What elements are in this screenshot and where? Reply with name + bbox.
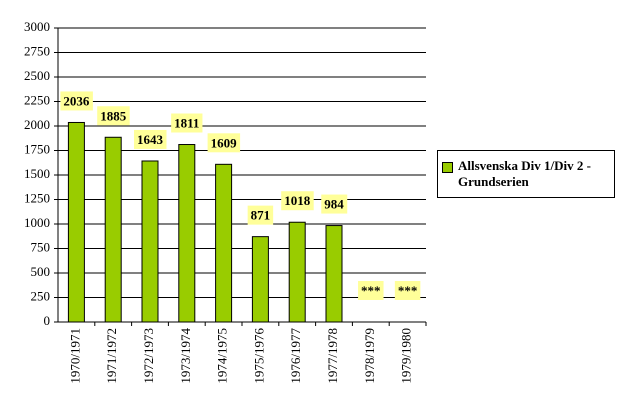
legend: Allsvenska Div 1/Div 2 - Grundserien bbox=[437, 150, 615, 198]
bar bbox=[178, 144, 196, 323]
data-label: *** bbox=[361, 283, 381, 298]
y-tick-label: 2000 bbox=[24, 117, 50, 132]
data-label-bg bbox=[358, 280, 384, 300]
data-label-bg bbox=[281, 191, 314, 211]
y-tick-label: 2250 bbox=[24, 92, 50, 107]
bar bbox=[67, 121, 85, 323]
x-tick-label: 1977/1978 bbox=[325, 328, 340, 384]
bar bbox=[325, 225, 343, 323]
bar bbox=[251, 236, 269, 323]
y-tick-label: 250 bbox=[31, 288, 51, 303]
data-label-bg bbox=[60, 91, 93, 111]
data-label: 1643 bbox=[137, 132, 164, 147]
data-label: 2036 bbox=[63, 93, 90, 108]
bar bbox=[104, 136, 122, 323]
bar bbox=[288, 221, 306, 323]
x-tick-label: 1976/1977 bbox=[288, 328, 303, 384]
data-label-bg bbox=[207, 133, 241, 153]
x-tick-label: 1975/1976 bbox=[251, 328, 266, 384]
data-label-bg bbox=[134, 129, 167, 149]
data-label: 984 bbox=[324, 197, 344, 212]
x-tick-label: 1970/1971 bbox=[67, 328, 82, 384]
data-label: *** bbox=[398, 283, 418, 298]
data-label: 1811 bbox=[174, 116, 199, 131]
y-tick-label: 1500 bbox=[24, 166, 50, 181]
legend-swatch bbox=[442, 162, 453, 173]
x-tick-label: 1973/1974 bbox=[178, 328, 193, 384]
bar bbox=[215, 163, 233, 323]
x-tick-label: 1972/1973 bbox=[141, 328, 156, 384]
data-label: 1885 bbox=[100, 108, 127, 123]
y-tick-label: 1250 bbox=[24, 190, 50, 205]
data-label-bg bbox=[97, 106, 130, 126]
y-tick-label: 750 bbox=[31, 239, 51, 254]
data-label-bg bbox=[247, 205, 274, 225]
x-tick-label: 1971/1972 bbox=[104, 328, 119, 384]
y-tick-label: 500 bbox=[31, 264, 51, 279]
bar bbox=[141, 160, 159, 323]
legend-label: Allsvenska Div 1/Div 2 - Grundserien bbox=[458, 158, 591, 189]
data-label-bg bbox=[171, 113, 203, 133]
data-label: 1018 bbox=[284, 193, 311, 208]
y-tick-label: 1750 bbox=[24, 141, 50, 156]
y-tick-label: 2500 bbox=[24, 68, 50, 83]
y-tick-label: 2750 bbox=[24, 43, 50, 58]
x-tick-label: 1974/1975 bbox=[215, 328, 230, 384]
x-tick-label: 1979/1980 bbox=[399, 328, 414, 384]
data-label-bg bbox=[394, 280, 421, 300]
y-tick-label: 3000 bbox=[24, 19, 50, 34]
y-tick-label: 0 bbox=[44, 313, 51, 328]
data-label-bg bbox=[321, 194, 348, 214]
x-tick-label: 1978/1979 bbox=[362, 328, 377, 384]
data-label: 1609 bbox=[211, 135, 238, 150]
data-label: 871 bbox=[251, 208, 271, 223]
y-tick-label: 1000 bbox=[24, 215, 50, 230]
